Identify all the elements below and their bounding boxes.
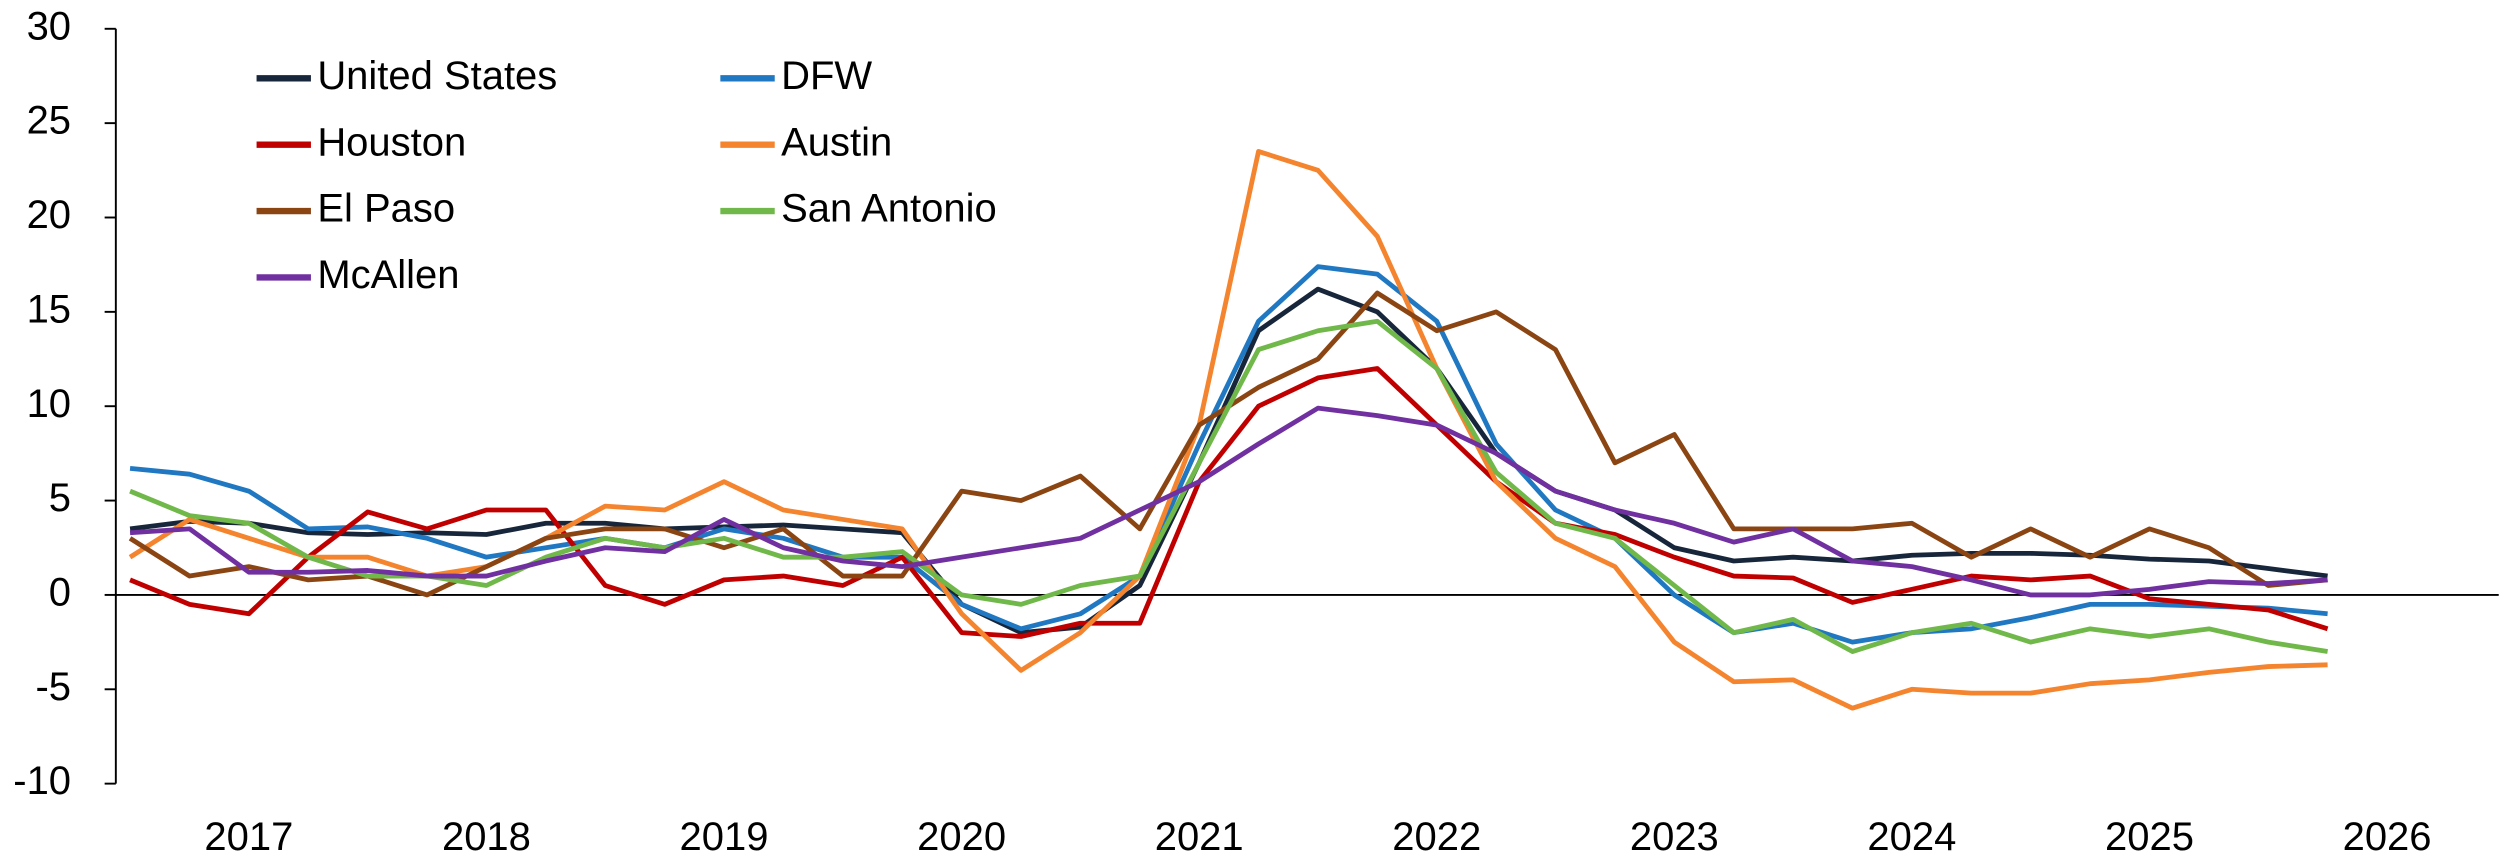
legend-label: McAllen: [317, 253, 459, 297]
legend-label: Austin: [781, 120, 892, 164]
y-tick-label: -10: [13, 759, 71, 803]
y-tick-label: 10: [27, 382, 71, 426]
x-tick-label: 2019: [680, 815, 769, 859]
legend-label: San Antonio: [781, 187, 997, 231]
x-tick-label: 2024: [1867, 815, 1956, 859]
x-tick-label: 2020: [917, 815, 1006, 859]
x-tick-label: 2022: [1392, 815, 1481, 859]
x-tick-label: 2021: [1155, 815, 1244, 859]
x-tick-label: 2017: [204, 815, 293, 859]
series-line: [129, 405, 2328, 598]
legend-label: United States: [317, 54, 557, 98]
x-tick-label: 2018: [442, 815, 531, 859]
y-tick-label: 30: [27, 4, 71, 48]
legend-label: El Paso: [317, 187, 455, 231]
series-line: [129, 318, 2328, 654]
y-tick-label: 15: [27, 287, 71, 331]
y-tick-label: 20: [27, 193, 71, 237]
y-tick-label: 0: [49, 570, 71, 614]
legend-label: Houston: [317, 120, 466, 164]
y-tick-label: 25: [27, 99, 71, 143]
x-tick-label: 2023: [1630, 815, 1719, 859]
x-tick-label: 2025: [2105, 815, 2194, 859]
y-tick-label: -5: [36, 665, 72, 709]
series-line: [129, 264, 2328, 645]
legend-label: DFW: [781, 54, 872, 98]
x-tick-label: 2026: [2343, 815, 2432, 859]
y-tick-label: 5: [49, 476, 71, 520]
